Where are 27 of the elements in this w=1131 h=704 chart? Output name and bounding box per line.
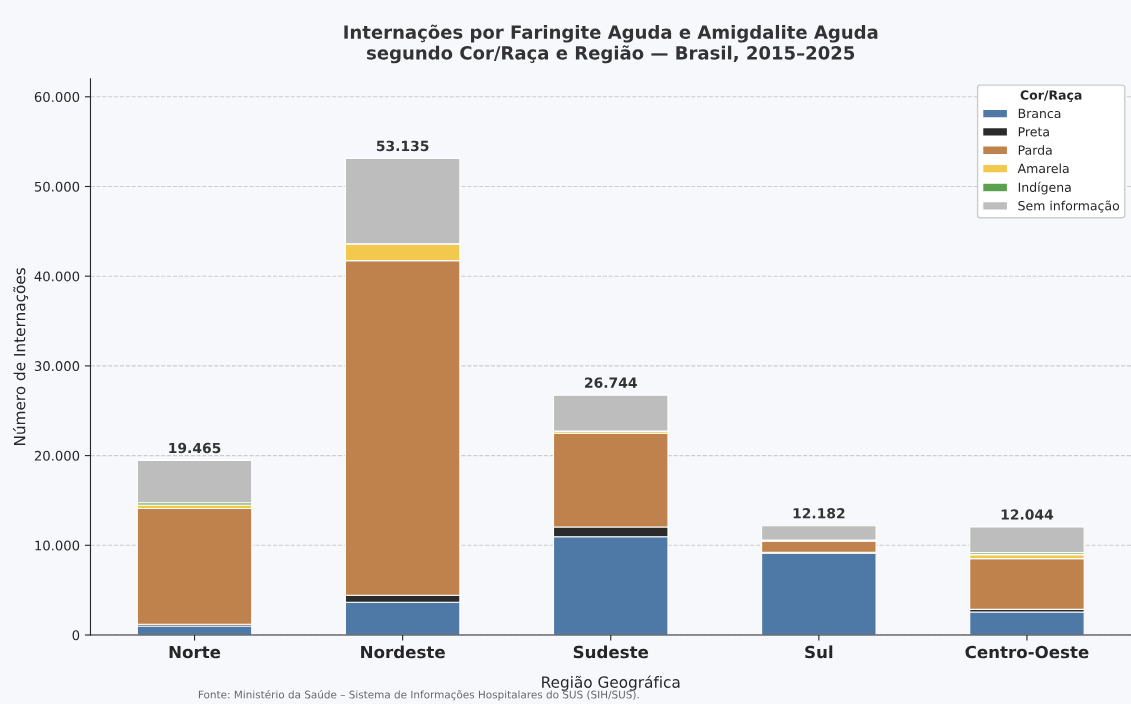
y-tick-label: 20.000 [34, 450, 80, 461]
y-tick-label: 60.000 [34, 92, 80, 102]
legend-label: Sem informação [1018, 200, 1120, 213]
y-tick-label: 40.000 [34, 271, 80, 282]
total-label: 12.044 [1001, 509, 1054, 520]
total-label: 19.465 [169, 442, 221, 454]
y-tick-label: 50.000 [34, 181, 80, 192]
chart-title: Internações por Faringite Aguda e Amigdalite Aguda segundo Cor/Raça e Região — Brasil, 2015–2025 [344, 24, 878, 64]
legend-label: Preta [1018, 127, 1049, 137]
x-tick-label: Norte [169, 645, 221, 659]
total-label: 12.182 [793, 508, 845, 519]
y-tick-label: 30.000 [34, 361, 80, 372]
x-tick-label: Nordeste [361, 645, 445, 659]
legend-label: Branca [1018, 108, 1061, 119]
x-tick-label: Sudeste [573, 645, 649, 659]
legend-label: Parda [1018, 145, 1052, 155]
total-label: 26.744 [585, 377, 637, 388]
legend-title: Cor/Raça [1020, 90, 1082, 103]
y-tick-label: 0 [72, 630, 80, 641]
x-tick-label: Centro-Oeste [965, 645, 1089, 659]
legend-label: Amarela [1017, 163, 1069, 174]
y-axis-title: Número de Internações [12, 268, 29, 446]
legend-label: Indígena [1018, 181, 1071, 195]
x-axis-title: Região Geográfica [542, 675, 680, 691]
total-label: 53.135 [376, 140, 429, 152]
x-tick-label: Sul [805, 645, 833, 659]
y-tick-label: 10.000 [35, 540, 80, 551]
